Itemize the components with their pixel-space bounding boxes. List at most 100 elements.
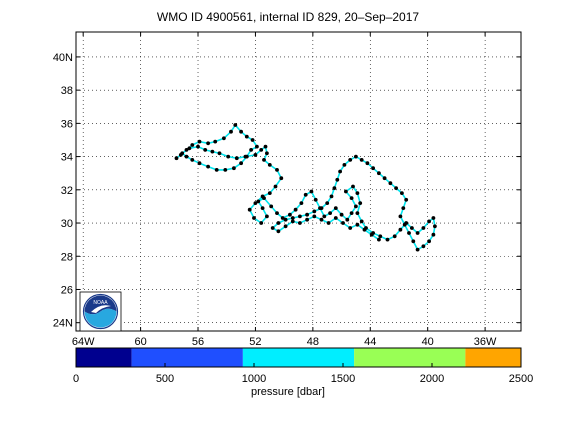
float-position-point [354, 204, 358, 209]
float-position-point [305, 217, 309, 222]
float-position-point [369, 232, 374, 237]
float-position-point [226, 154, 231, 159]
float-position-point [339, 212, 344, 217]
float-position-point [293, 207, 298, 212]
float-position-point [388, 181, 393, 186]
longitude-tick-labels: 64W 60 56 52 48 44 40 36W [72, 336, 497, 348]
float-position-point [404, 197, 409, 202]
float-position-point [355, 222, 360, 227]
lon-tick-label: 44 [364, 336, 376, 348]
float-position-point [174, 156, 179, 161]
colorbar-tick-label: 2000 [420, 373, 444, 385]
float-position-point [213, 139, 218, 144]
float-position-point [184, 154, 189, 159]
noaa-logo: NOAA [79, 291, 122, 332]
float-position-point [253, 201, 258, 206]
lat-tick-label: 32 [61, 185, 73, 197]
float-position-point [313, 197, 318, 202]
float-position-point [184, 148, 189, 152]
float-position-point [252, 216, 256, 220]
logo-sky [84, 295, 117, 315]
lon-tick-label: 64W [72, 336, 95, 348]
map-ticks [76, 32, 521, 331]
float-position-point [267, 191, 272, 196]
float-position-point [206, 164, 211, 169]
float-position-point [243, 154, 248, 159]
float-position-point [253, 153, 258, 157]
float-position-point [275, 168, 279, 172]
float-position-point [401, 206, 406, 211]
colorbar-tick-label: 0 [73, 373, 79, 385]
float-position-point [433, 224, 437, 229]
float-position-point [348, 158, 353, 162]
float-position-point [275, 211, 279, 216]
lat-tick-label: 30 [61, 218, 73, 230]
float-position-point [280, 216, 285, 220]
float-position-point [415, 231, 420, 235]
float-position-point [349, 196, 354, 201]
colorbar-title: pressure [dbar] [251, 386, 325, 398]
float-position-point [265, 214, 269, 219]
float-position-point [239, 161, 244, 166]
float-position-point [394, 186, 398, 191]
float-position-point [326, 221, 331, 225]
float-position-point [299, 201, 304, 206]
float-position-point [298, 214, 302, 219]
float-position-point [349, 211, 354, 216]
float-position-point [335, 177, 340, 182]
float-position-point [333, 206, 338, 211]
float-position-point [421, 244, 426, 249]
float-position-point [319, 206, 324, 211]
float-position-point [180, 151, 185, 156]
float-position-point [210, 149, 215, 154]
float-position-point [333, 216, 338, 220]
map-frame [75, 31, 522, 332]
float-position-point [196, 144, 200, 149]
colorbar-ticks [75, 363, 522, 367]
float-position-point [190, 143, 195, 147]
float-position-point [247, 207, 252, 212]
logo-gull-icon [91, 305, 111, 313]
float-position-point [382, 176, 387, 181]
float-position-point [312, 209, 317, 214]
colorbar-segment [354, 348, 466, 367]
lat-tick-label: 34 [61, 152, 73, 164]
float-position-point [309, 189, 314, 194]
lat-tick-label: 26 [61, 284, 73, 296]
latitude-tick-labels: 24N 26 28 30 32 34 36 38 40N [53, 52, 73, 330]
float-position-point [290, 219, 295, 224]
float-position-point [329, 194, 334, 199]
float-position-point [190, 158, 195, 162]
float-position-point [262, 158, 266, 162]
float-position-point [351, 184, 355, 189]
float-position-point [283, 217, 288, 222]
float-position-point [345, 217, 350, 222]
float-position-point [362, 227, 367, 232]
float-position-point [338, 169, 342, 174]
float-position-point [359, 219, 364, 224]
lat-tick-label: 24N [53, 318, 73, 330]
float-positions [174, 123, 437, 252]
float-position-point [197, 161, 202, 166]
float-position-point [244, 134, 249, 139]
float-position-point [344, 189, 348, 194]
float-position-point [312, 214, 317, 219]
colorbar-segment [242, 348, 355, 367]
float-position-point [431, 216, 436, 220]
lat-tick-label: 40N [53, 52, 73, 64]
float-position-point [197, 139, 202, 144]
map-axes: 24N 26 28 30 32 34 36 38 40N 64W 60 56 52 48 44 40 36W [53, 31, 522, 348]
float-position-point [232, 166, 236, 171]
float-position-point [214, 168, 219, 172]
float-position-point [355, 211, 360, 216]
float-position-point [427, 239, 431, 244]
logo-text: NOAA [93, 300, 108, 306]
lon-tick-label: 36W [474, 336, 497, 348]
float-position-point [402, 222, 407, 227]
float-position-point [269, 204, 274, 209]
float-position-point [303, 192, 308, 197]
colorbar-segments [76, 348, 521, 367]
float-position-point [279, 176, 284, 181]
colorbar-tick-label: 1000 [242, 373, 266, 385]
float-position-point [288, 212, 292, 217]
